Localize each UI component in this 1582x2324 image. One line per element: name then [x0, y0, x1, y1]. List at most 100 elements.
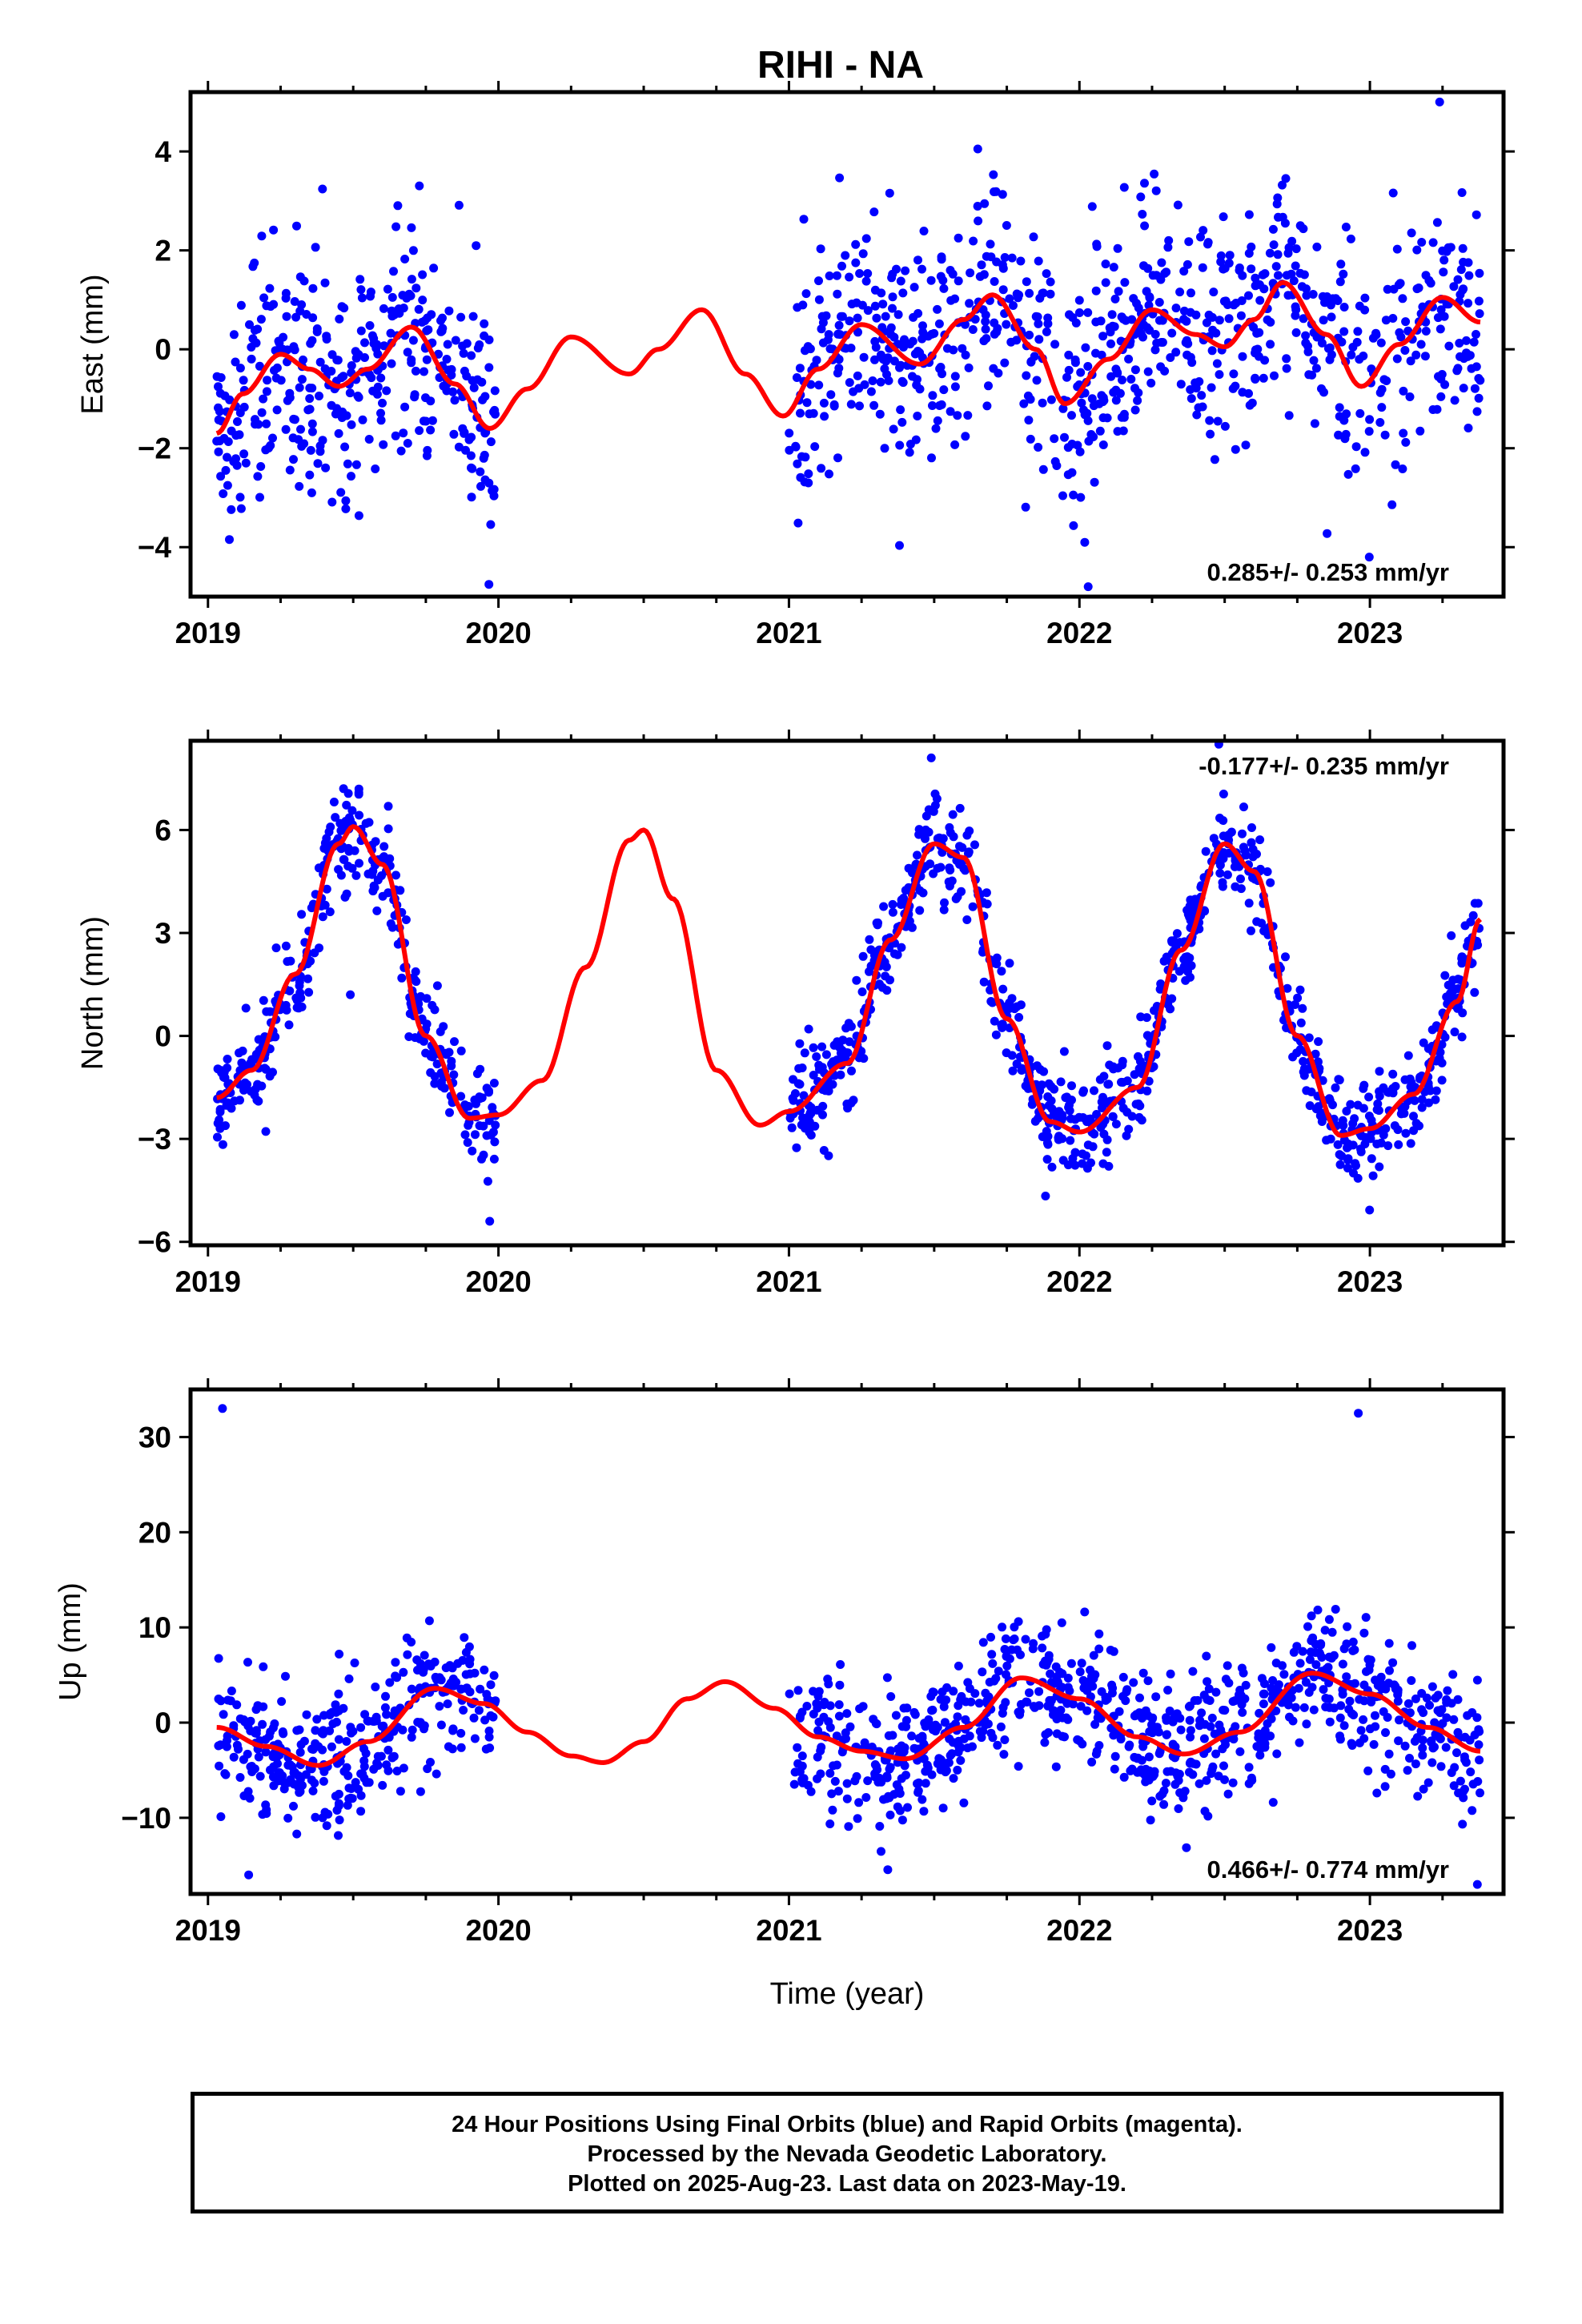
data-point	[1398, 464, 1407, 473]
data-point	[1083, 582, 1093, 592]
data-point	[857, 987, 867, 996]
data-point	[259, 1662, 268, 1671]
data-point	[282, 312, 291, 321]
data-point	[1316, 1640, 1326, 1650]
data-point	[308, 1745, 318, 1754]
data-point	[268, 433, 277, 443]
data-point	[1022, 1697, 1031, 1707]
data-point	[1016, 256, 1026, 266]
data-point	[1126, 375, 1136, 384]
data-point	[954, 276, 963, 286]
data-point	[1349, 1168, 1358, 1178]
data-point	[480, 475, 490, 485]
data-point	[1089, 401, 1098, 411]
data-point	[994, 1667, 1003, 1676]
data-point	[1376, 338, 1386, 348]
data-point	[1375, 1162, 1384, 1172]
data-point	[1422, 1693, 1431, 1703]
data-point	[1461, 1758, 1471, 1767]
data-point	[1129, 294, 1138, 304]
data-point	[482, 1131, 492, 1140]
data-point	[1089, 1651, 1098, 1660]
data-point	[220, 1769, 230, 1779]
data-point	[830, 1776, 840, 1786]
data-point	[1439, 255, 1449, 265]
data-point	[378, 398, 387, 408]
data-point	[449, 429, 459, 439]
data-point	[1411, 1759, 1420, 1769]
data-point	[1070, 355, 1080, 364]
data-point	[403, 1650, 412, 1659]
data-point	[1074, 296, 1084, 305]
data-point	[1110, 322, 1119, 332]
data-point	[994, 368, 1003, 378]
data-point	[465, 1669, 475, 1679]
data-point	[489, 1079, 499, 1088]
data-point	[1067, 1081, 1076, 1091]
data-point	[1160, 366, 1170, 376]
data-point	[442, 386, 452, 396]
data-point	[1355, 408, 1365, 418]
data-point	[1291, 261, 1300, 271]
data-point	[845, 1722, 855, 1731]
data-point	[996, 1722, 1006, 1731]
data-point	[1176, 380, 1186, 389]
data-point	[988, 998, 998, 1007]
data-point	[1462, 336, 1471, 345]
data-point	[1410, 1096, 1419, 1105]
data-point	[394, 304, 404, 314]
data-point	[468, 312, 478, 321]
data-point	[1457, 959, 1467, 968]
data-point	[789, 1779, 799, 1789]
data-point	[261, 1800, 271, 1810]
data-point	[303, 405, 313, 415]
data-point	[1289, 276, 1299, 286]
data-point	[403, 348, 412, 357]
data-point	[484, 363, 494, 372]
data-point	[1366, 1134, 1375, 1144]
data-point	[456, 1092, 466, 1101]
data-point	[1238, 388, 1247, 397]
data-point	[897, 417, 907, 427]
data-point	[1199, 1734, 1209, 1743]
data-point	[884, 376, 893, 385]
data-point	[865, 967, 873, 976]
data-point	[351, 870, 361, 880]
data-point	[1109, 263, 1118, 272]
data-point	[921, 825, 930, 834]
data-point	[1274, 212, 1283, 222]
data-point	[373, 349, 383, 359]
data-point	[1319, 1685, 1328, 1695]
data-point	[1268, 1676, 1278, 1685]
data-point	[1144, 1775, 1154, 1785]
data-point	[1274, 271, 1283, 280]
data-point	[1464, 299, 1473, 308]
data-point	[412, 977, 421, 987]
data-point	[816, 1769, 825, 1779]
data-point	[227, 505, 236, 514]
data-point	[970, 315, 980, 324]
data-point	[1138, 1668, 1148, 1678]
data-point	[893, 950, 902, 959]
data-point	[344, 1794, 354, 1803]
data-point	[213, 1132, 222, 1142]
data-point	[900, 1761, 909, 1771]
data-point	[1241, 440, 1251, 450]
data-point	[295, 383, 304, 392]
data-point	[833, 368, 842, 378]
data-point	[1210, 455, 1219, 464]
data-point	[1060, 432, 1069, 442]
data-point	[311, 1726, 320, 1735]
data-point	[1035, 1065, 1045, 1074]
data-point	[369, 1717, 379, 1726]
data-point	[1238, 271, 1247, 280]
data-point	[886, 323, 896, 332]
data-point	[1094, 1629, 1104, 1638]
data-point	[1082, 1164, 1092, 1173]
data-point	[1259, 1689, 1269, 1699]
up-frame	[188, 1387, 1506, 1896]
data-point	[1260, 1679, 1269, 1688]
data-point	[410, 392, 420, 402]
data-point	[1057, 1618, 1066, 1627]
data-point	[1090, 477, 1099, 487]
